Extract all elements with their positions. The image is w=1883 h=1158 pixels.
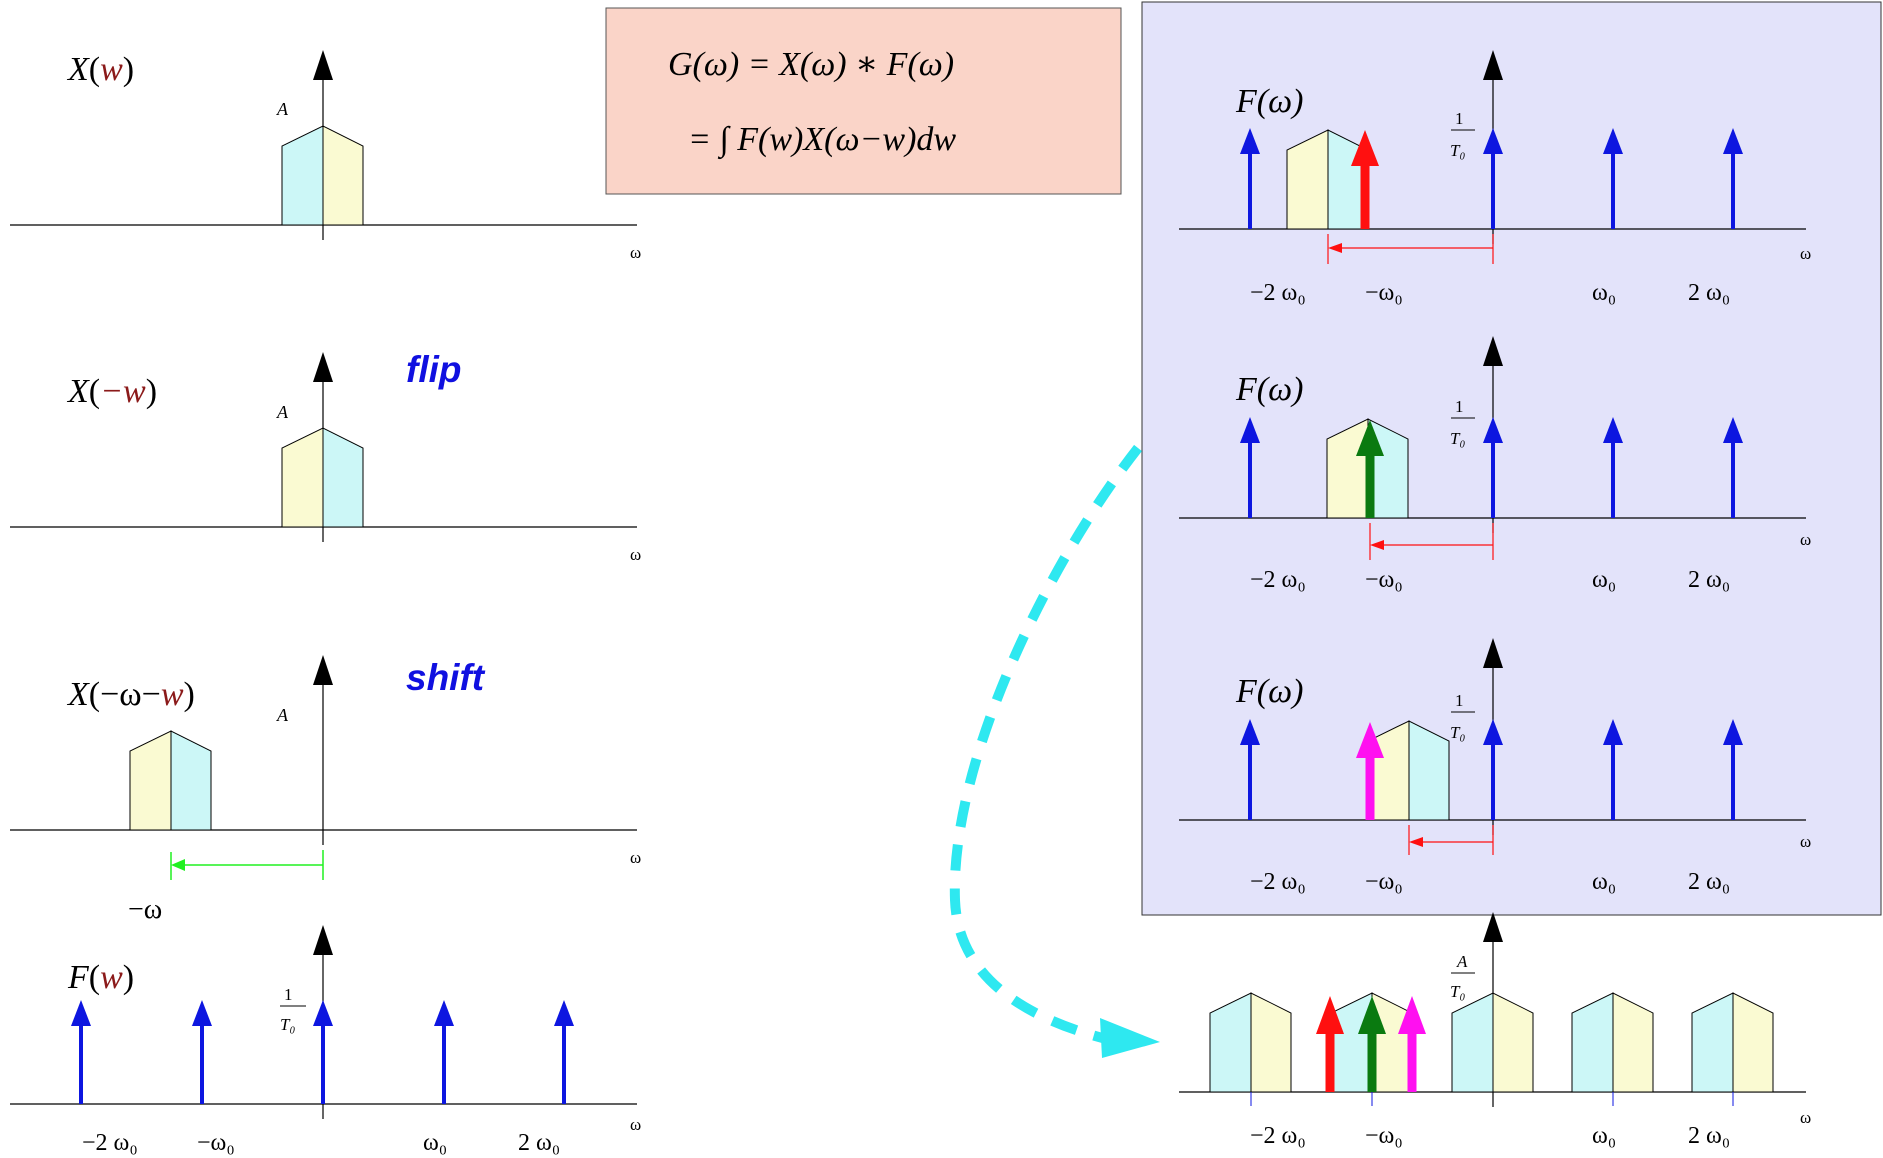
shift-arrow-icon: [171, 859, 185, 871]
amplitude-label: A: [276, 705, 289, 725]
svg-text:ω₀: ω₀: [1592, 869, 1616, 895]
svg-text:ω₀: ω₀: [1592, 1123, 1616, 1149]
svg-text:T₀: T₀: [1450, 723, 1465, 742]
svg-text:−2 ω₀: −2 ω₀: [1250, 567, 1306, 593]
sweep-to-result-arrow: [949, 444, 1160, 1058]
amplitude-denominator: T₀: [280, 1015, 295, 1034]
svg-text:T₀: T₀: [1450, 141, 1465, 160]
axis-arrow-icon: [313, 352, 333, 382]
amplitude-label: A: [276, 99, 289, 119]
svg-text:−2 ω₀: −2 ω₀: [1250, 1123, 1306, 1149]
replicated-spectra: [1209, 992, 1774, 1093]
svg-text:2 ω₀: 2 ω₀: [1688, 280, 1730, 306]
svg-text:ω: ω: [1800, 244, 1811, 263]
axis-arrow-icon: [313, 655, 333, 685]
svg-text:−ω₀: −ω₀: [1365, 869, 1403, 895]
svg-text:ω: ω: [1800, 832, 1811, 851]
shift-note: shift: [406, 657, 486, 698]
sweep-step-3: F(ω) 1 T₀ ω −2 ω₀ −ω₀ ω₀ 2 ω₀: [1179, 638, 1811, 895]
svg-text:1: 1: [1455, 397, 1464, 416]
svg-text:2 ω₀: 2 ω₀: [1688, 869, 1730, 895]
plot-x-shifted: X(−ω−w) A ω shift −ω: [10, 655, 641, 925]
tick-m2: −2 ω₀: [82, 1130, 138, 1156]
svg-text:2 ω₀: 2 ω₀: [1688, 567, 1730, 593]
result-amplitude-numerator: A: [1456, 952, 1468, 971]
impulse-train: [1240, 719, 1743, 820]
formula-line-2: = ∫ F(w)X(ω−w)dw: [688, 121, 956, 160]
svg-text:2 ω₀: 2 ω₀: [1688, 1123, 1730, 1149]
label-x-of-w: X(w): [66, 51, 134, 88]
svg-text:ω₀: ω₀: [1592, 567, 1616, 593]
sweep-step-2: F(ω) 1 T₀ ω −2 ω₀ −ω₀ ω₀ 2 ω₀: [1179, 336, 1811, 593]
svg-text:−ω₀: −ω₀: [1365, 567, 1403, 593]
panel-label: F(ω): [1235, 83, 1303, 120]
axis-label-omega: ω: [630, 848, 641, 867]
axis-label-omega: ω: [630, 1115, 641, 1134]
svg-text:ω: ω: [1800, 530, 1811, 549]
label-f-of-w: F(w): [67, 959, 134, 996]
amplitude-numerator: 1: [284, 985, 293, 1004]
impulse-train: [1240, 417, 1743, 518]
tick-m1: −ω₀: [197, 1130, 235, 1156]
svg-text:1: 1: [1455, 109, 1464, 128]
tick-p2: 2 ω₀: [518, 1130, 560, 1156]
impulse-train: [1240, 128, 1743, 229]
panel-label: F(ω): [1235, 673, 1303, 710]
svg-text:−ω₀: −ω₀: [1365, 1123, 1403, 1149]
svg-text:ω₀: ω₀: [1592, 280, 1616, 306]
amplitude-label: A: [276, 402, 289, 422]
svg-text:−2 ω₀: −2 ω₀: [1250, 869, 1306, 895]
svg-text:ω: ω: [1800, 1108, 1811, 1127]
panel-label: F(ω): [1235, 371, 1303, 408]
result-plot: A T₀ ω −2 ω₀ −ω₀ ω₀ 2 ω₀: [1179, 912, 1811, 1149]
axis-label-omega: ω: [630, 545, 641, 564]
tick-p1: ω₀: [423, 1130, 447, 1156]
axis-arrow-icon: [313, 925, 333, 955]
svg-text:T₀: T₀: [1450, 429, 1465, 448]
curved-arrow-icon: [1100, 1018, 1160, 1058]
svg-text:1: 1: [1455, 691, 1464, 710]
svg-text:−2 ω₀: −2 ω₀: [1250, 280, 1306, 306]
formula-box: G(ω) = X(ω) ∗ F(ω) = ∫ F(w)X(ω−w)dw: [605, 7, 1122, 195]
svg-text:−ω₀: −ω₀: [1365, 280, 1403, 306]
plot-x-of-w: X(w) A ω: [10, 50, 641, 262]
axis-label-omega: ω: [630, 243, 641, 262]
sweep-panel: F(ω) 1 T₀ ω −2 ω₀ −ω₀ ω₀ 2 ω₀: [1141, 1, 1882, 916]
label-x-shifted: X(−ω−w): [66, 676, 195, 713]
formula-line-1: G(ω) = X(ω) ∗ F(ω): [668, 46, 954, 83]
label-x-of-neg-w: X(−w): [66, 373, 157, 410]
axis-arrow-icon: [313, 50, 333, 80]
impulse-train: [71, 1000, 574, 1104]
shift-label: −ω: [128, 894, 162, 925]
plot-f-of-w: F(w) 1 T₀ ω −2 ω₀ −ω₀ ω₀ 2 ω₀: [10, 925, 641, 1156]
result-amplitude-denominator: T₀: [1450, 982, 1465, 1001]
plot-x-of-neg-w: X(−w) A ω flip: [10, 349, 641, 564]
sweep-step-1: F(ω) 1 T₀ ω −2 ω₀ −ω₀ ω₀ 2 ω₀: [1179, 50, 1811, 306]
flip-note: flip: [406, 349, 461, 390]
